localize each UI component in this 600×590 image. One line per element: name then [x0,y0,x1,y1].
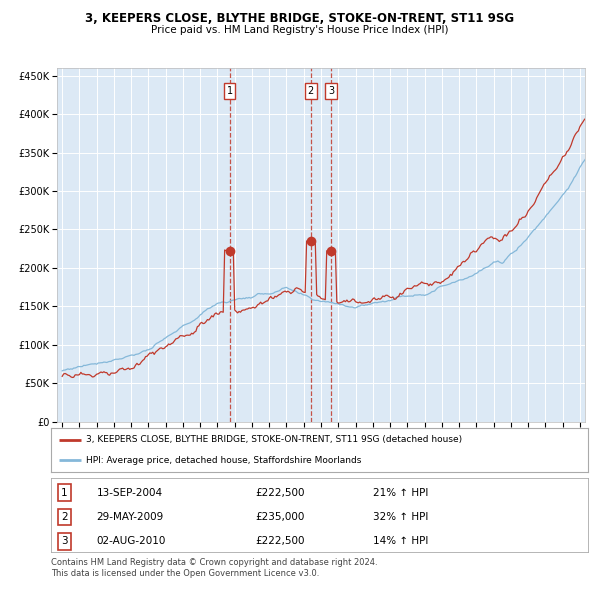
Text: 2: 2 [61,512,68,522]
Text: 14% ↑ HPI: 14% ↑ HPI [373,536,428,546]
Text: 3, KEEPERS CLOSE, BLYTHE BRIDGE, STOKE-ON-TRENT, ST11 9SG (detached house): 3, KEEPERS CLOSE, BLYTHE BRIDGE, STOKE-O… [86,435,462,444]
Text: £235,000: £235,000 [255,512,304,522]
Text: 32% ↑ HPI: 32% ↑ HPI [373,512,428,522]
Text: 02-AUG-2010: 02-AUG-2010 [97,536,166,546]
Text: 21% ↑ HPI: 21% ↑ HPI [373,488,428,497]
Text: £222,500: £222,500 [255,536,305,546]
Text: HPI: Average price, detached house, Staffordshire Moorlands: HPI: Average price, detached house, Staf… [86,455,361,464]
Text: 13-SEP-2004: 13-SEP-2004 [97,488,163,497]
Text: 29-MAY-2009: 29-MAY-2009 [97,512,164,522]
Text: 1: 1 [226,86,233,96]
Text: Price paid vs. HM Land Registry's House Price Index (HPI): Price paid vs. HM Land Registry's House … [151,25,449,35]
Text: Contains HM Land Registry data © Crown copyright and database right 2024.
This d: Contains HM Land Registry data © Crown c… [51,558,377,578]
Text: 1: 1 [61,488,68,497]
Text: £222,500: £222,500 [255,488,305,497]
Text: 3: 3 [61,536,68,546]
Text: 3, KEEPERS CLOSE, BLYTHE BRIDGE, STOKE-ON-TRENT, ST11 9SG: 3, KEEPERS CLOSE, BLYTHE BRIDGE, STOKE-O… [85,12,515,25]
Text: 2: 2 [308,86,314,96]
Text: 3: 3 [328,86,334,96]
